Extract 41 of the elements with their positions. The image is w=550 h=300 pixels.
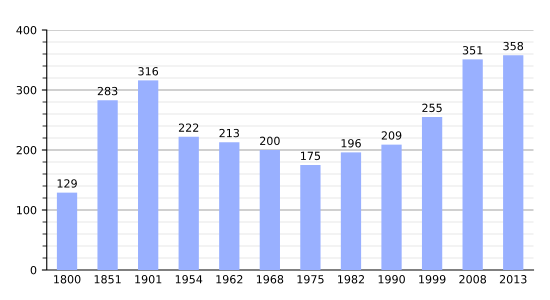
y-tick-label: 400 xyxy=(16,26,36,34)
bar xyxy=(422,117,442,270)
y-tick-label: 300 xyxy=(16,86,36,94)
x-tick-label: 1990 xyxy=(378,275,405,284)
x-tick-label: 1800 xyxy=(54,275,80,284)
data-label: 255 xyxy=(422,104,442,112)
x-tick-label: 1975 xyxy=(297,275,324,284)
data-label: 200 xyxy=(260,136,280,146)
bar xyxy=(178,136,199,270)
bar xyxy=(97,100,118,270)
x-tick-label: 1954 xyxy=(176,275,202,284)
bar xyxy=(138,80,158,270)
x-tick-label: 1851 xyxy=(94,275,121,284)
x-tick-label: 2013 xyxy=(500,275,526,284)
x-tick-label: 1968 xyxy=(256,275,284,284)
bar xyxy=(260,150,280,270)
bar xyxy=(381,144,402,270)
data-label: 196 xyxy=(342,139,361,148)
x-tick-label: 1999 xyxy=(419,275,446,284)
x-tick-label: 1901 xyxy=(135,275,162,284)
data-label: 175 xyxy=(301,152,320,160)
bar xyxy=(300,165,321,270)
data-label: 213 xyxy=(219,128,239,138)
data-label: 351 xyxy=(462,46,482,54)
y-tick-label: 0 xyxy=(30,266,36,274)
x-tick-label: 1962 xyxy=(216,275,242,284)
data-label: 222 xyxy=(178,123,198,132)
bar xyxy=(219,142,240,270)
data-label: 316 xyxy=(138,67,158,76)
data-label: 358 xyxy=(503,42,524,50)
data-label: 283 xyxy=(98,86,118,96)
x-tick-label: 2008 xyxy=(459,275,486,284)
x-tick-label: 1982 xyxy=(338,275,364,284)
bar xyxy=(462,59,483,270)
bar xyxy=(340,152,362,270)
bar xyxy=(56,192,78,270)
data-label: 129 xyxy=(58,179,77,188)
bar xyxy=(503,55,524,270)
y-tick-label: 100 xyxy=(17,206,36,214)
data-label: 209 xyxy=(382,131,402,140)
y-tick-label: 200 xyxy=(16,146,36,154)
